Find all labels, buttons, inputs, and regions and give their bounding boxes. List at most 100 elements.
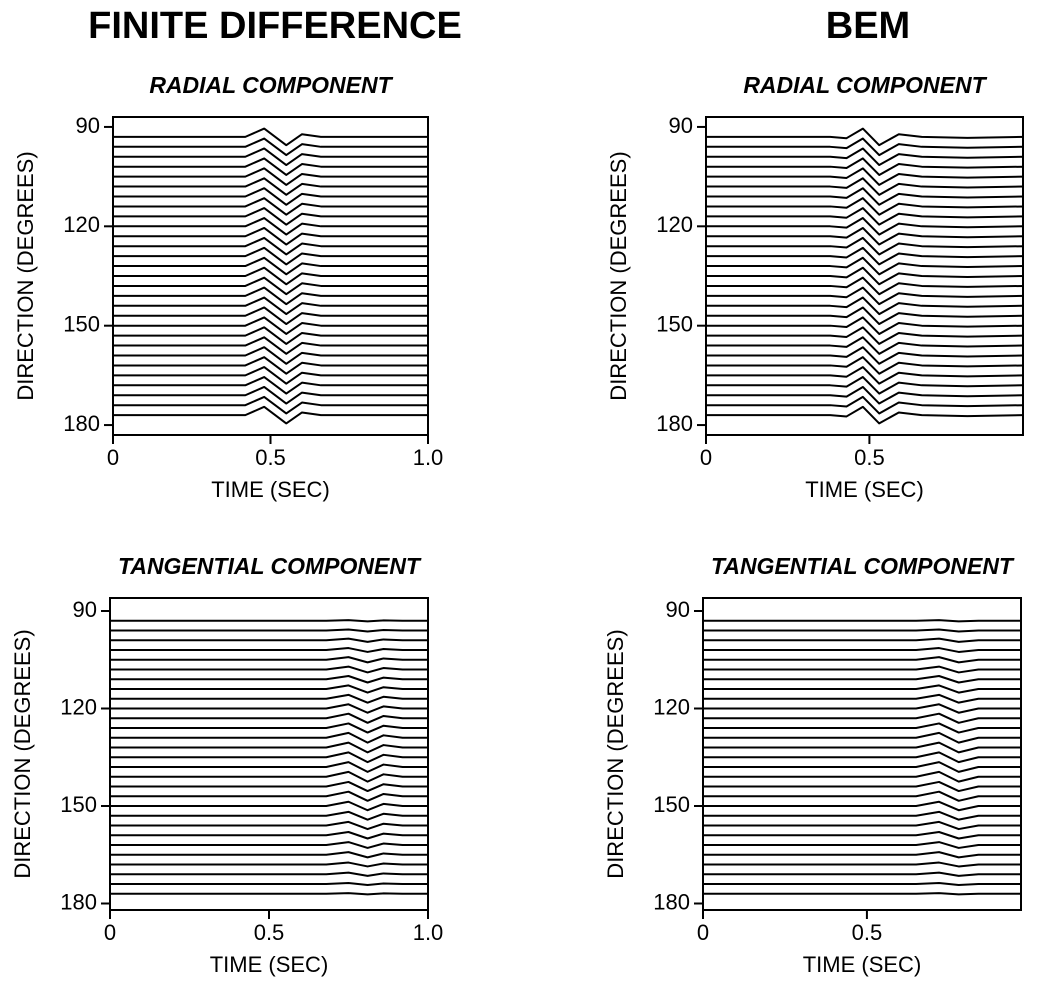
trace [706, 316, 1024, 335]
y-tick-label: 90 [76, 113, 100, 138]
trace [706, 286, 1024, 306]
trace [703, 820, 1021, 831]
x-tick-label: 0.5 [255, 445, 286, 470]
trace [110, 882, 428, 886]
trace [703, 861, 1021, 868]
trace [706, 207, 1024, 226]
trace [703, 790, 1021, 802]
trace [113, 405, 428, 425]
trace [110, 892, 428, 896]
trace [113, 266, 428, 286]
trace [113, 286, 428, 306]
trace [706, 336, 1024, 355]
column-header: FINITE DIFFERENCE [88, 5, 462, 47]
x-axis-label: TIME (SEC) [210, 952, 329, 977]
trace [703, 647, 1021, 653]
trace [706, 217, 1024, 236]
trace [703, 722, 1021, 734]
trace [110, 665, 428, 674]
trace [703, 628, 1021, 633]
trace [703, 810, 1021, 821]
trace [706, 296, 1024, 316]
trace [703, 675, 1021, 684]
trace [706, 197, 1024, 216]
x-tick-label: 0.5 [254, 920, 285, 945]
trace [113, 226, 428, 246]
x-axis-label: TIME (SEC) [211, 477, 330, 502]
trace [703, 800, 1021, 812]
trace [703, 780, 1021, 793]
trace [706, 306, 1024, 326]
trace [110, 751, 428, 764]
trace [113, 187, 428, 206]
trace [110, 647, 428, 653]
x-tick-label: 0 [104, 920, 116, 945]
trace [706, 147, 1024, 167]
y-tick-label: 90 [73, 597, 97, 622]
trace [706, 346, 1024, 365]
trace [703, 770, 1021, 783]
trace [110, 820, 428, 831]
trace [113, 395, 428, 415]
trace [113, 207, 428, 226]
trace [113, 336, 428, 355]
trace [703, 841, 1021, 849]
panel-title: TANGENTIAL COMPONENT [711, 553, 1015, 579]
trace [703, 851, 1021, 859]
trace [703, 761, 1021, 773]
y-axis-label: DIRECTION (DEGREES) [603, 629, 628, 878]
trace [113, 366, 428, 385]
y-tick-label: 90 [666, 597, 690, 622]
trace [706, 385, 1024, 405]
x-tick-label: 0 [697, 920, 709, 945]
y-tick-label: 180 [653, 889, 690, 914]
y-tick-label: 150 [63, 312, 100, 337]
x-tick-label: 0.5 [854, 445, 885, 470]
trace [703, 831, 1021, 840]
y-tick-label: 120 [63, 212, 100, 237]
y-tick-label: 150 [656, 312, 693, 337]
trace [706, 405, 1024, 425]
trace [110, 656, 428, 664]
plot-frame [109, 597, 429, 911]
y-tick-label: 150 [653, 792, 690, 817]
trace [113, 246, 428, 266]
y-tick-label: 180 [60, 889, 97, 914]
trace [703, 637, 1021, 643]
trace [110, 780, 428, 793]
plot-frame [112, 116, 429, 436]
trace [706, 256, 1024, 276]
trace [110, 851, 428, 859]
trace [706, 326, 1024, 345]
panel-title: RADIAL COMPONENT [743, 72, 987, 98]
trace [706, 187, 1024, 206]
trace [110, 731, 428, 744]
trace [110, 637, 428, 643]
panel-title: TANGENTIAL COMPONENT [118, 553, 422, 579]
trace [706, 137, 1024, 157]
trace [706, 266, 1024, 286]
trace [110, 841, 428, 849]
trace [113, 276, 428, 296]
trace [110, 741, 428, 754]
trace [110, 761, 428, 773]
trace [706, 356, 1024, 375]
trace [113, 157, 428, 176]
y-axis-label: DIRECTION (DEGREES) [606, 151, 631, 400]
trace [706, 366, 1024, 385]
trace [706, 127, 1024, 147]
x-tick-label: 0.5 [852, 920, 883, 945]
trace [110, 800, 428, 812]
plot-frame [705, 116, 1024, 436]
trace [113, 306, 428, 326]
trace [110, 712, 428, 724]
y-tick-label: 120 [656, 212, 693, 237]
y-tick-label: 120 [653, 694, 690, 719]
trace [113, 356, 428, 375]
trace [113, 147, 428, 167]
trace [110, 831, 428, 840]
y-axis-label: DIRECTION (DEGREES) [10, 629, 35, 878]
trace [110, 722, 428, 734]
trace [703, 693, 1021, 704]
trace [703, 703, 1021, 714]
